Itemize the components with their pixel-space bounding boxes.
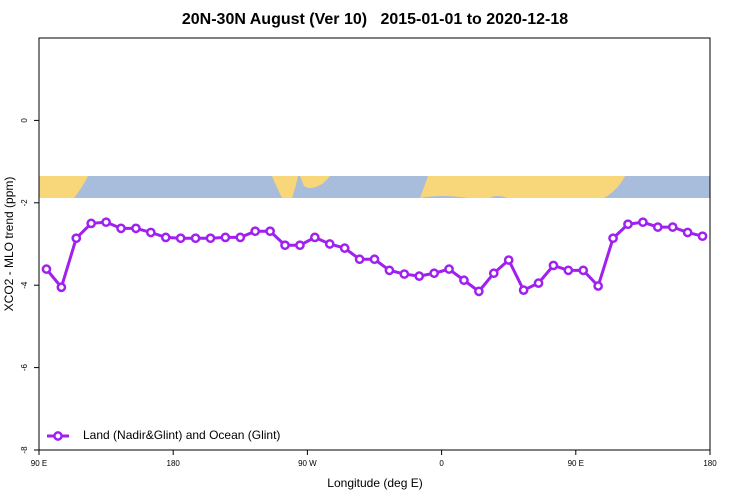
data-point — [295, 240, 305, 251]
y-tick-label: -2 — [20, 199, 29, 207]
x-axis-label: Longitude (deg E) — [327, 476, 422, 490]
data-point — [503, 255, 514, 265]
x-tick-label: 0 — [439, 459, 444, 468]
data-point — [265, 226, 275, 237]
data-point — [41, 264, 52, 274]
data-point — [459, 275, 469, 286]
data-point — [667, 222, 678, 232]
data-point — [399, 269, 410, 279]
data-point — [160, 232, 171, 243]
data-point — [638, 217, 648, 228]
data-point — [86, 218, 97, 229]
data-point — [369, 254, 380, 265]
data-point — [384, 265, 395, 276]
data-point — [414, 271, 425, 281]
data-point — [250, 226, 261, 237]
x-tick-label: 90 E — [31, 459, 47, 468]
data-point — [578, 265, 589, 276]
data-point — [429, 268, 439, 279]
data-point — [354, 254, 365, 265]
data-point — [280, 240, 290, 251]
y-tick-label: -4 — [20, 281, 29, 289]
data-point — [474, 286, 484, 297]
plot-frame — [38, 37, 711, 451]
data-point — [101, 217, 111, 228]
data-point — [190, 233, 201, 244]
data-point — [518, 285, 529, 295]
data-point — [533, 278, 544, 288]
data-point — [623, 219, 633, 230]
data-point — [71, 233, 82, 244]
data-point — [548, 260, 559, 271]
x-tick-label: 90 E — [568, 459, 584, 468]
y-tick-label: -6 — [20, 363, 29, 371]
data-point — [697, 231, 708, 242]
data-point — [145, 227, 156, 238]
data-point — [682, 227, 693, 238]
data-point — [56, 282, 67, 293]
data-point — [444, 264, 454, 274]
data-point — [220, 232, 231, 243]
y-axis-label: XCO2 - MLO trend (ppm) — [2, 177, 16, 312]
data-point — [339, 243, 350, 253]
data-point — [488, 268, 499, 279]
x-tick-label: 180 — [703, 459, 717, 468]
data-point — [116, 223, 126, 234]
data-point — [608, 233, 618, 244]
data-point — [175, 233, 186, 244]
data-point — [324, 239, 335, 249]
chart-title: 20N-30N August (Ver 10) 2015-01-01 to 20… — [182, 11, 568, 28]
data-point — [205, 233, 216, 244]
x-tick-label: 180 — [167, 459, 181, 468]
data-point — [235, 232, 246, 243]
data-point — [563, 265, 574, 276]
y-tick-label: 0 — [20, 118, 29, 123]
data-point — [593, 281, 604, 291]
y-tick-label: -8 — [20, 446, 29, 454]
x-tick-label: 90 W — [298, 459, 317, 468]
data-point — [652, 222, 663, 232]
data-point — [310, 232, 320, 243]
data-point — [131, 223, 141, 234]
legend-marker — [53, 431, 63, 441]
legend-label: Land (Nadir&Glint) and Ocean (Glint) — [83, 428, 280, 442]
map-strip — [39, 176, 710, 198]
